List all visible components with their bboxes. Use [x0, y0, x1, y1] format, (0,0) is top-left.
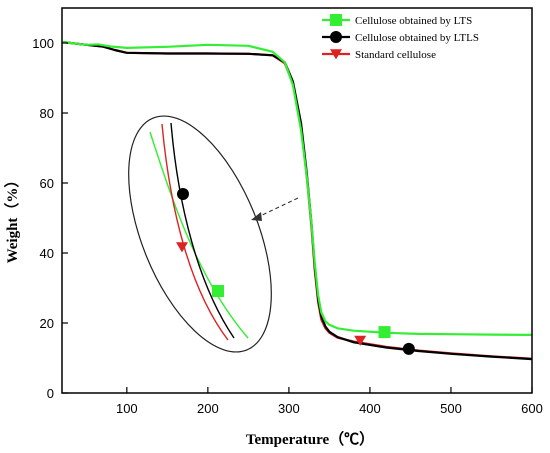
series-markers	[354, 326, 415, 355]
series-line	[61, 40, 533, 360]
inset-arrow	[257, 197, 299, 218]
x-axis: 100 200 300 400 500 600	[116, 387, 543, 416]
x-axis-title: Temperature（℃）	[246, 430, 374, 448]
series-marker	[378, 326, 391, 339]
y-tick-label: 80	[40, 106, 54, 121]
y-axis-title: Weight（%）	[3, 173, 21, 264]
x-tick-label: 200	[197, 401, 219, 416]
x-tick-label: 600	[521, 401, 543, 416]
y-tick-label: 100	[32, 36, 54, 51]
inset-line	[161, 123, 229, 341]
legend-label: Standard cellulose	[355, 49, 436, 61]
series-marker	[402, 342, 415, 355]
inset-arrowhead	[251, 212, 262, 221]
legend-marker	[330, 31, 342, 43]
legend: Cellulose obtained by LTS Cellulose obtai…	[322, 14, 479, 61]
y-tick-label: 60	[40, 176, 54, 191]
plot-frame	[61, 7, 533, 394]
legend-marker	[330, 49, 342, 60]
x-tick-label: 100	[116, 401, 138, 416]
x-tick-label: 500	[440, 401, 462, 416]
series-marker	[354, 335, 367, 346]
legend-label: Cellulose obtained by LTLS	[355, 32, 479, 44]
x-tick-label: 300	[278, 401, 300, 416]
inset-ellipse	[128, 115, 272, 353]
inset-marker	[176, 242, 188, 253]
series-line	[61, 40, 533, 361]
series-line	[61, 40, 533, 336]
legend-marker	[330, 14, 342, 26]
series-lines	[61, 40, 533, 361]
y-tick-label: 0	[47, 386, 54, 401]
inset-marker	[212, 285, 224, 297]
inset-line	[170, 122, 235, 339]
legend-label: Cellulose obtained by LTS	[355, 15, 472, 27]
y-tick-label: 20	[40, 316, 54, 331]
x-tick-label: 400	[359, 401, 381, 416]
inset-line	[149, 131, 249, 339]
inset-marker	[177, 188, 189, 200]
y-axis: 0 20 40 60 80 100	[32, 36, 68, 401]
y-tick-label: 40	[40, 246, 54, 261]
inset-zoom	[128, 115, 299, 353]
